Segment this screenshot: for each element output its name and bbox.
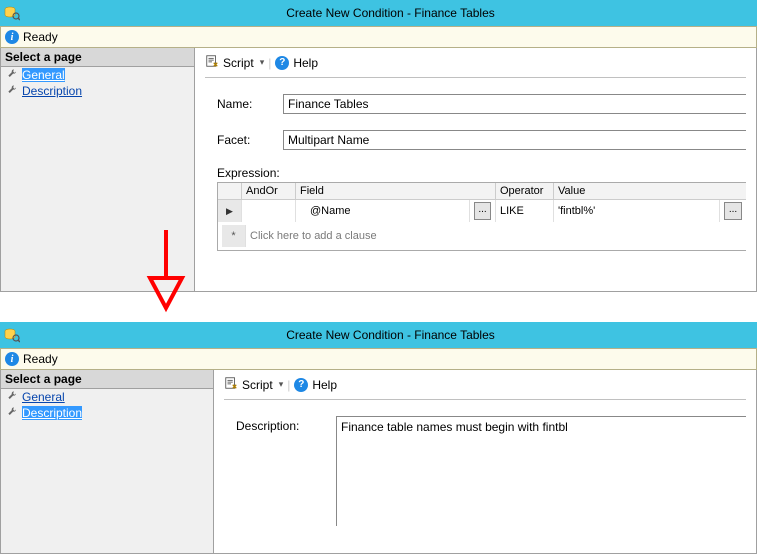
add-clause-placeholder[interactable]: Click here to add a clause [246,225,742,247]
sidebar-item-general[interactable]: General [1,389,213,405]
toolbar: Script ▾ | ? Help [205,54,746,78]
expression-label: Expression: [205,166,746,180]
script-dropdown-icon[interactable]: ▾ [279,379,284,390]
app-icon [4,5,20,21]
facet-label: Facet: [205,133,283,147]
col-header-field[interactable]: Field [296,183,496,200]
description-label: Description: [236,416,336,526]
facet-input[interactable] [283,130,746,150]
app-icon [4,327,20,343]
col-header-value[interactable]: Value [554,183,746,200]
name-input[interactable] [283,94,746,114]
grid-row[interactable]: ▶ @Name ... LIKE 'fintbl%' ... [218,200,746,222]
script-icon [205,54,219,71]
name-label: Name: [205,97,283,111]
field-picker-button[interactable]: ... [470,200,496,222]
sidebar-item-description[interactable]: Description [1,405,213,421]
main-panel: Script ▾ | ? Help Name: Facet: Expressio… [195,48,756,291]
sidebar-header: Select a page [1,48,194,67]
window-general: Create New Condition - Finance Tables i … [0,0,757,292]
help-button[interactable]: Help [293,56,318,70]
sidebar-item-general[interactable]: General [1,67,194,83]
help-icon: ? [294,378,308,392]
script-dropdown-icon[interactable]: ▾ [260,57,265,68]
status-bar: i Ready [0,26,757,48]
col-header-andor[interactable]: AndOr [242,183,296,200]
cell-andor[interactable] [242,200,296,222]
value-picker-button[interactable]: ... [720,200,746,222]
status-text: Ready [23,30,58,44]
wrench-icon [7,84,19,98]
description-textarea[interactable] [336,416,746,526]
window-title: Create New Condition - Finance Tables [24,328,757,342]
col-header-operator[interactable]: Operator [496,183,554,200]
toolbar: Script ▾ | ? Help [224,376,746,400]
expression-grid: AndOr Field Operator Value ▶ @Name ... L… [217,182,746,251]
info-icon: i [5,352,19,366]
cell-field[interactable]: @Name [296,200,470,222]
info-icon: i [5,30,19,44]
help-button[interactable]: Help [312,378,337,392]
cell-operator[interactable]: LIKE [496,200,554,222]
titlebar[interactable]: Create New Condition - Finance Tables [0,0,757,26]
cell-value[interactable]: 'fintbl%' [554,200,720,222]
sidebar-item-description[interactable]: Description [1,83,194,99]
titlebar[interactable]: Create New Condition - Finance Tables [0,322,757,348]
window-title: Create New Condition - Finance Tables [24,6,757,20]
sidebar: Select a page General Description [1,370,214,553]
grid-placeholder-row[interactable]: * Click here to add a clause [218,222,746,250]
script-icon [224,376,238,393]
script-button[interactable]: Script [242,378,273,392]
wrench-icon [7,68,19,82]
wrench-icon [7,390,19,404]
script-button[interactable]: Script [223,56,254,70]
sidebar-header: Select a page [1,370,213,389]
window-description: Create New Condition - Finance Tables i … [0,322,757,554]
row-selector[interactable]: ▶ [218,200,242,222]
help-icon: ? [275,56,289,70]
status-bar: i Ready [0,348,757,370]
wrench-icon [7,406,19,420]
main-panel: Script ▾ | ? Help Description: [214,370,756,553]
row-new-marker: * [222,225,246,247]
status-text: Ready [23,352,58,366]
grid-corner [218,183,242,200]
